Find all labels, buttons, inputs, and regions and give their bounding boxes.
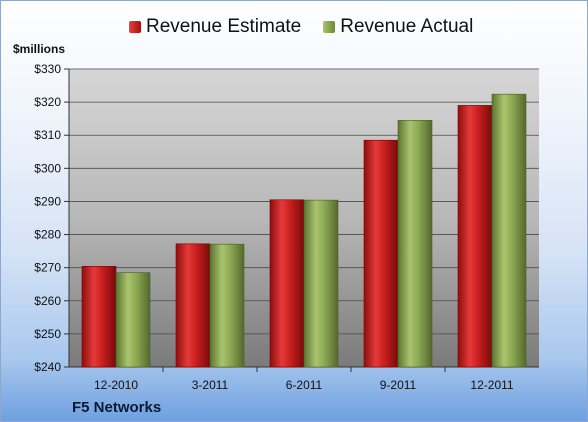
bar-actual <box>491 93 527 368</box>
x-tick-label: 6-2011 <box>286 378 323 392</box>
y-tick-label: $260 <box>34 294 61 308</box>
legend-label-actual: Revenue Actual <box>340 16 474 37</box>
bar-estimate <box>269 199 305 368</box>
x-tick-label: 12-2010 <box>94 378 138 392</box>
bar-actual <box>397 120 433 368</box>
y-tick-label: $320 <box>34 95 61 109</box>
y-tick-label: $280 <box>34 228 61 242</box>
bar-estimate <box>81 266 117 368</box>
x-tick-label: 9-2011 <box>380 378 417 392</box>
x-tick-label: 12-2011 <box>470 378 513 392</box>
y-tick-label: $330 <box>34 62 61 76</box>
bar-actual <box>209 243 245 368</box>
y-tick-label: $250 <box>34 327 61 341</box>
y-tick-label: $290 <box>34 194 61 208</box>
legend-label-estimate: Revenue Estimate <box>146 16 302 37</box>
x-tick-label: 3-2011 <box>192 378 229 392</box>
bar-estimate <box>457 105 493 368</box>
bar-estimate <box>363 139 399 368</box>
legend-swatch-actual <box>323 21 336 33</box>
y-tick-label: $270 <box>34 261 61 275</box>
y-tick-label: $310 <box>34 128 61 142</box>
y-tick-label: $300 <box>34 161 61 175</box>
y-tick-label: $240 <box>34 360 61 374</box>
legend-swatch-estimate <box>129 21 141 33</box>
bar-actual <box>115 272 151 368</box>
bar-estimate <box>175 243 211 368</box>
company-name: F5 Networks <box>72 399 162 416</box>
legend: Revenue Estimate Revenue Actual <box>129 16 473 38</box>
bar-actual <box>303 199 339 368</box>
y-axis-label: $millions <box>13 42 66 56</box>
legend-item-actual: Revenue Actual <box>323 16 473 38</box>
legend-item-estimate: Revenue Estimate <box>129 16 301 38</box>
